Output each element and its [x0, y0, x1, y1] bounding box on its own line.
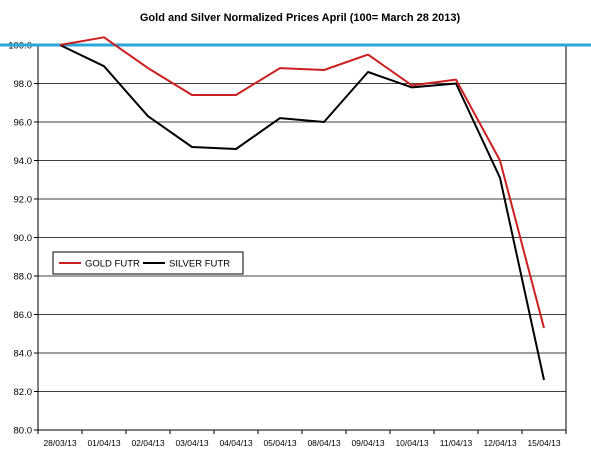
x-tick-label: 03/04/13: [175, 438, 208, 448]
x-tick-label: 09/04/13: [351, 438, 384, 448]
y-tick-label: 98.0: [14, 79, 33, 90]
x-tick-label: 28/03/13: [43, 438, 76, 448]
x-tick-label: 05/04/13: [263, 438, 296, 448]
x-tick-label: 12/04/13: [483, 438, 516, 448]
grid-layer: [38, 83, 566, 392]
x-tick-label: 08/04/13: [307, 438, 340, 448]
x-tick-label: 01/04/13: [87, 438, 120, 448]
silver-futr-series-line: [59, 44, 545, 381]
legend: GOLD FUTR SILVER FUTR: [52, 251, 244, 275]
legend-silver-label: SILVER FUTR: [169, 259, 230, 270]
legend-gold-label: GOLD FUTR: [85, 259, 140, 270]
y-tick-label: 82.0: [14, 387, 33, 398]
y-tick-label: 88.0: [14, 272, 33, 283]
y-tick-label: 92.0: [14, 195, 33, 206]
x-tick-label: 11/04/13: [440, 438, 473, 448]
x-tick-label: 15/04/13: [527, 438, 560, 448]
x-tick-label: 02/04/13: [131, 438, 164, 448]
x-tick-label: 04/04/13: [219, 438, 252, 448]
y-tick-label: 84.0: [14, 349, 33, 360]
series-layer: [59, 36, 545, 381]
y-tick-label: 80.0: [14, 426, 33, 437]
y-tick-label: 90.0: [14, 233, 33, 244]
x-tick-label: 10/04/13: [395, 438, 428, 448]
chart-title: Gold and Silver Normalized Prices April …: [140, 12, 461, 24]
gold-futr-series-line: [59, 36, 545, 329]
y-tick-label: 94.0: [14, 156, 33, 167]
y-tick-label: 96.0: [14, 118, 33, 129]
y-tick-label: 86.0: [14, 310, 33, 321]
